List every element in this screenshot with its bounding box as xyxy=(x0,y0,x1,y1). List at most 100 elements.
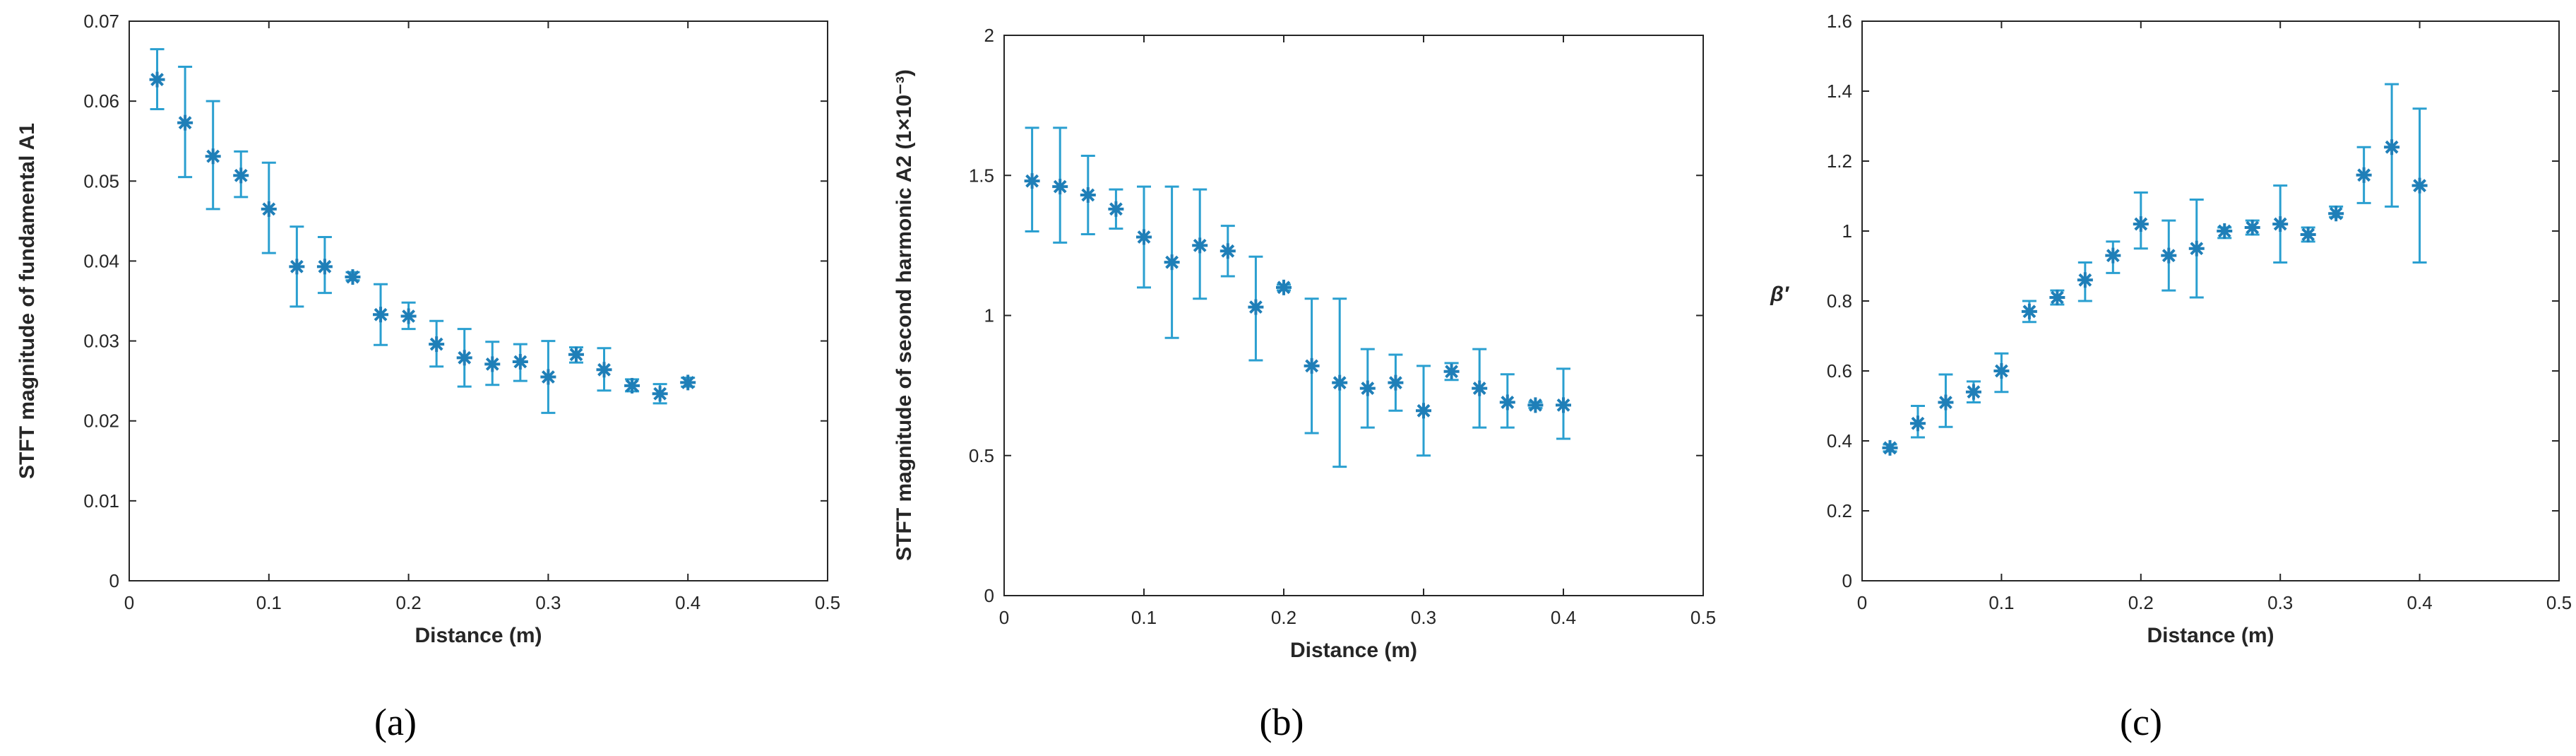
data-point xyxy=(1499,394,1515,411)
data-point xyxy=(1248,299,1264,315)
data-point xyxy=(2021,303,2037,319)
data-point xyxy=(2328,206,2344,222)
y-tick-label: 0.4 xyxy=(1827,430,1852,451)
y-tick-label: 1 xyxy=(1842,220,1852,242)
y-tick-label: 0.01 xyxy=(83,490,119,512)
data-point xyxy=(205,148,221,165)
data-point xyxy=(1556,397,1571,413)
data-point xyxy=(2272,216,2289,232)
y-tick-label: 0 xyxy=(109,570,119,591)
x-axis-label: Distance (m) xyxy=(2147,624,2274,647)
data-point xyxy=(2049,290,2065,306)
data-point xyxy=(1108,201,1124,217)
x-tick-label: 0.2 xyxy=(1271,607,1296,628)
data-point xyxy=(429,336,445,353)
panel-a: 0 0.1 0.2 0.3 0.4 0.5 0 0.01 0.02 0.03 0.04 0.05 0.0… xyxy=(16,11,840,743)
y-tick-label: 1.6 xyxy=(1827,11,1852,32)
x-tick-label: 0.3 xyxy=(2267,592,2293,613)
x-tick-label: 0.3 xyxy=(1411,607,1436,628)
data-point xyxy=(373,307,389,323)
data-point xyxy=(1993,363,2010,379)
y-tick-label: 0.5 xyxy=(969,445,994,466)
x-tick-label: 0.1 xyxy=(1131,607,1157,628)
x-tick-label: 0.4 xyxy=(675,592,700,613)
data-point xyxy=(1052,179,1068,195)
plot-area xyxy=(1003,35,1704,596)
x-tick-label: 0 xyxy=(999,607,1009,628)
x-tick-label: 0.5 xyxy=(1690,607,1716,628)
y-tick-label: 1.5 xyxy=(969,165,994,186)
y-tick-label: 0.2 xyxy=(1827,500,1852,521)
data-point xyxy=(233,167,249,184)
x-tick-label: 0.5 xyxy=(815,592,840,613)
data-point xyxy=(1965,384,1981,400)
panel-label: (c) xyxy=(2120,701,2162,743)
data-point xyxy=(1220,243,1236,259)
data-point xyxy=(1192,237,1208,254)
data-point xyxy=(316,259,333,275)
data-point xyxy=(568,346,584,362)
x-tick-label: 0.2 xyxy=(396,592,422,613)
y-tick-label: 0.8 xyxy=(1827,290,1852,312)
x-tick-label: 0.1 xyxy=(256,592,282,613)
data-point xyxy=(1472,380,1488,396)
data-point xyxy=(1882,439,1898,456)
x-tick-label: 0 xyxy=(1857,592,1867,613)
y-tick-label: 0.6 xyxy=(1827,360,1852,382)
x-tick-label: 0.1 xyxy=(1988,592,2014,613)
x-tick-label: 0.3 xyxy=(535,592,561,613)
x-tick-label: 0.5 xyxy=(2546,592,2572,613)
data-point xyxy=(2356,167,2372,183)
data-point xyxy=(624,377,640,394)
data-point xyxy=(177,114,193,131)
panel-c: 0 0.1 0.2 0.3 0.4 0.5 0 0.2 0.4 0.6 0.8 1 1.2 1.4 1.6 D… xyxy=(1770,11,2572,743)
panel-label: (a) xyxy=(374,701,417,743)
x-tick-label: 0.4 xyxy=(2407,592,2433,613)
y-tick-label: 1.2 xyxy=(1827,150,1852,172)
y-tick-label: 0 xyxy=(1842,570,1852,591)
data-point xyxy=(680,374,696,391)
y-axis-label: STFT magnitude of second harmonic A2 (1×… xyxy=(893,69,916,561)
data-point xyxy=(289,259,305,275)
plot-area xyxy=(129,20,828,581)
panel-b: 0 0.1 0.2 0.3 0.4 0.5 0 0.5 1 1.5 2 Distance (m) STF… xyxy=(893,25,1716,743)
data-point xyxy=(540,369,556,385)
y-axis-label: β′ xyxy=(1770,283,1790,306)
data-point xyxy=(1164,254,1180,271)
data-point xyxy=(1527,397,1544,413)
y-tick-label: 0.07 xyxy=(83,11,119,32)
data-point xyxy=(2077,272,2093,288)
data-point xyxy=(2300,226,2316,242)
data-point xyxy=(1304,358,1320,374)
y-tick-label: 1 xyxy=(984,305,994,326)
data-point xyxy=(2188,240,2205,256)
data-point xyxy=(512,353,528,370)
data-point xyxy=(2411,177,2428,194)
data-point xyxy=(1080,187,1096,203)
data-point xyxy=(149,71,165,88)
data-point xyxy=(1276,279,1292,295)
data-point xyxy=(1332,374,1348,391)
x-axis-label: Distance (m) xyxy=(415,624,542,647)
y-tick-label: 1.4 xyxy=(1827,81,1852,102)
data-point xyxy=(484,356,501,372)
data-point xyxy=(261,201,277,217)
data-point xyxy=(1938,394,1954,411)
data-point xyxy=(400,308,417,324)
data-point xyxy=(1416,403,1431,419)
data-point xyxy=(1024,173,1040,189)
y-tick-label: 0.02 xyxy=(83,411,119,432)
data-point xyxy=(1388,374,1404,391)
data-point xyxy=(2244,220,2260,236)
y-axis-label: STFT magnitude of fundamental A1 xyxy=(16,123,39,479)
panel-label: (b) xyxy=(1260,701,1304,743)
y-tick-label: 0.06 xyxy=(83,90,119,112)
data-point xyxy=(1359,380,1376,396)
x-tick-label: 0 xyxy=(124,592,134,613)
data-point xyxy=(652,386,668,402)
plot-area xyxy=(1861,20,2560,581)
y-tick-label: 0 xyxy=(984,585,994,606)
y-tick-label: 0.03 xyxy=(83,331,119,352)
data-point xyxy=(456,350,472,366)
y-tick-label: 2 xyxy=(984,25,994,46)
